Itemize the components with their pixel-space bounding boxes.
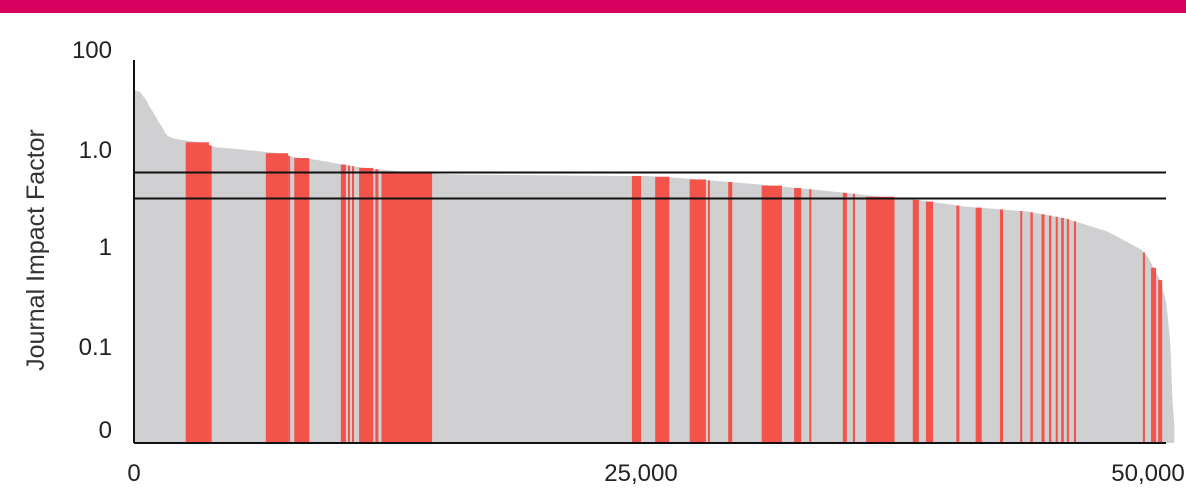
highlight-bar-26 xyxy=(975,207,982,443)
highlight-bar-37 xyxy=(1151,267,1157,443)
highlight-bar-19 xyxy=(809,189,812,443)
x-axis-tick-labels: 0 25,000 50,000 xyxy=(127,460,1184,487)
highlight-bar-15 xyxy=(707,180,710,443)
reference-lines xyxy=(134,171,1166,200)
highlight-bar-38 xyxy=(1158,280,1163,443)
highlight-bar-12 xyxy=(631,175,641,443)
highlighted-journal-bars xyxy=(185,142,1163,444)
highlight-bar-30 xyxy=(1041,214,1045,443)
y-tick-label-5: 100 xyxy=(72,37,112,64)
y-tick-label-2: 0.1 xyxy=(79,334,112,361)
highlight-bar-16 xyxy=(728,182,733,444)
highlight-bar-11 xyxy=(381,172,433,443)
highlight-bar-20 xyxy=(842,192,847,443)
highlight-bar-17 xyxy=(761,185,782,443)
highlight-bar-35 xyxy=(1073,221,1077,443)
highlight-bar-28 xyxy=(1020,210,1023,443)
highlight-bar-1 xyxy=(185,142,210,443)
highlight-bar-32 xyxy=(1055,216,1058,443)
x-tick-label-2: 25,000 xyxy=(604,460,677,487)
highlight-bar-22 xyxy=(866,196,895,443)
highlight-bar-10 xyxy=(375,169,379,443)
y-tick-label-1: 0 xyxy=(99,417,112,444)
y-tick-label-3: 1 xyxy=(99,234,112,261)
highlight-bar-18 xyxy=(794,188,802,443)
highlight-bar-36 xyxy=(1142,252,1145,443)
x-tick-label-3: 50,000 xyxy=(1111,460,1184,487)
highlight-bar-23 xyxy=(912,199,919,443)
top-accent-bar xyxy=(0,0,1186,13)
highlight-bar-14 xyxy=(689,179,706,443)
highlight-bar-29 xyxy=(1030,212,1033,443)
highlight-bar-31 xyxy=(1049,215,1052,443)
highlight-bar-6 xyxy=(340,164,346,443)
x-tick-label-1: 0 xyxy=(127,460,140,487)
highlight-bar-8 xyxy=(352,166,355,443)
y-axis-tick-labels: 0 0.1 1 1.0 100 xyxy=(72,37,112,444)
highlight-bar-24 xyxy=(925,201,934,443)
highlight-bar-7 xyxy=(347,165,350,444)
y-axis-title: Journal Impact Factor xyxy=(22,129,50,371)
highlight-bar-3 xyxy=(265,153,289,443)
highlight-bar-5 xyxy=(294,158,310,443)
highlight-bar-34 xyxy=(1066,219,1069,443)
highlight-bar-33 xyxy=(1061,217,1064,443)
highlight-bar-2 xyxy=(209,145,212,443)
highlight-bar-21 xyxy=(852,193,855,443)
y-tick-label-4: 1.0 xyxy=(79,137,112,164)
highlight-bar-25 xyxy=(956,205,960,443)
axes xyxy=(133,60,1166,444)
highlight-bar-4 xyxy=(288,155,291,443)
highlight-bar-9 xyxy=(359,167,374,444)
highlight-bar-13 xyxy=(655,176,670,443)
highlight-bar-27 xyxy=(999,209,1003,443)
